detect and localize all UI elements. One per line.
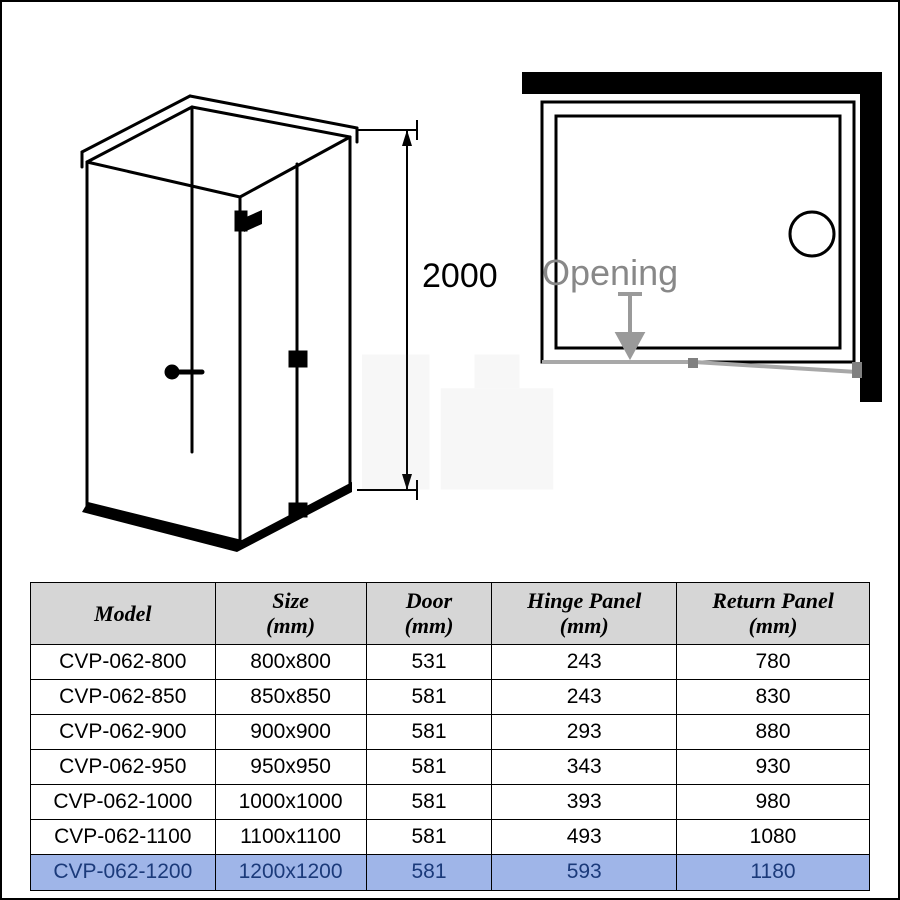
table-cell: CVP-062-850 [31, 679, 216, 714]
table-body: CVP-062-800800x800531243780CVP-062-85085… [31, 644, 870, 890]
table-cell: 581 [366, 679, 492, 714]
diagram-area: 2000 [2, 2, 898, 572]
table-header-cell: Return Panel(mm) [677, 583, 870, 645]
table-cell: 1100x1100 [215, 820, 366, 855]
table-row: CVP-062-800800x800531243780 [31, 644, 870, 679]
table-cell: 343 [492, 750, 677, 785]
table-cell: 950x950 [215, 750, 366, 785]
table-cell: 1000x1000 [215, 785, 366, 820]
table-row: CVP-062-950950x950581343930 [31, 750, 870, 785]
table-cell: 531 [366, 644, 492, 679]
table-cell: 243 [492, 679, 677, 714]
table-cell: 1080 [677, 820, 870, 855]
table-cell: CVP-062-1000 [31, 785, 216, 820]
table-cell: 900x900 [215, 714, 366, 749]
table-row: CVP-062-900900x900581293880 [31, 714, 870, 749]
table-cell: CVP-062-900 [31, 714, 216, 749]
table-cell: CVP-062-950 [31, 750, 216, 785]
table-cell: 581 [366, 785, 492, 820]
table-cell: 581 [366, 750, 492, 785]
table-cell: CVP-062-1100 [31, 820, 216, 855]
table-cell: 980 [677, 785, 870, 820]
table-header-cell: Size(mm) [215, 583, 366, 645]
table-cell: 780 [677, 644, 870, 679]
table-cell: 1180 [677, 855, 870, 890]
table-cell: 800x800 [215, 644, 366, 679]
page-container: 2000 [0, 0, 900, 900]
table-cell: 293 [492, 714, 677, 749]
spec-table: ModelSize(mm)Door(mm)Hinge Panel(mm)Retu… [30, 582, 870, 891]
table-cell: 243 [492, 644, 677, 679]
table-header-cell: Hinge Panel(mm) [492, 583, 677, 645]
table-row: CVP-062-11001100x11005814931080 [31, 820, 870, 855]
table-header-cell: Model [31, 583, 216, 645]
height-dimension-label: 2000 [422, 257, 498, 296]
table-row: CVP-062-12001200x12005815931180 [31, 855, 870, 890]
table-cell: 581 [366, 820, 492, 855]
table-cell: CVP-062-800 [31, 644, 216, 679]
table-cell: 850x850 [215, 679, 366, 714]
table-cell: 830 [677, 679, 870, 714]
table-header-row: ModelSize(mm)Door(mm)Hinge Panel(mm)Retu… [31, 583, 870, 645]
table-row: CVP-062-850850x850581243830 [31, 679, 870, 714]
table-cell: 493 [492, 820, 677, 855]
table-cell: 593 [492, 855, 677, 890]
table-cell: 393 [492, 785, 677, 820]
table-cell: 581 [366, 855, 492, 890]
table-cell: CVP-062-1200 [31, 855, 216, 890]
table-cell: 581 [366, 714, 492, 749]
table-cell: 880 [677, 714, 870, 749]
table-row: CVP-062-10001000x1000581393980 [31, 785, 870, 820]
table-header-cell: Door(mm) [366, 583, 492, 645]
spec-table-wrap: ModelSize(mm)Door(mm)Hinge Panel(mm)Retu… [30, 582, 870, 891]
table-cell: 930 [677, 750, 870, 785]
opening-label: Opening [542, 252, 678, 294]
table-cell: 1200x1200 [215, 855, 366, 890]
